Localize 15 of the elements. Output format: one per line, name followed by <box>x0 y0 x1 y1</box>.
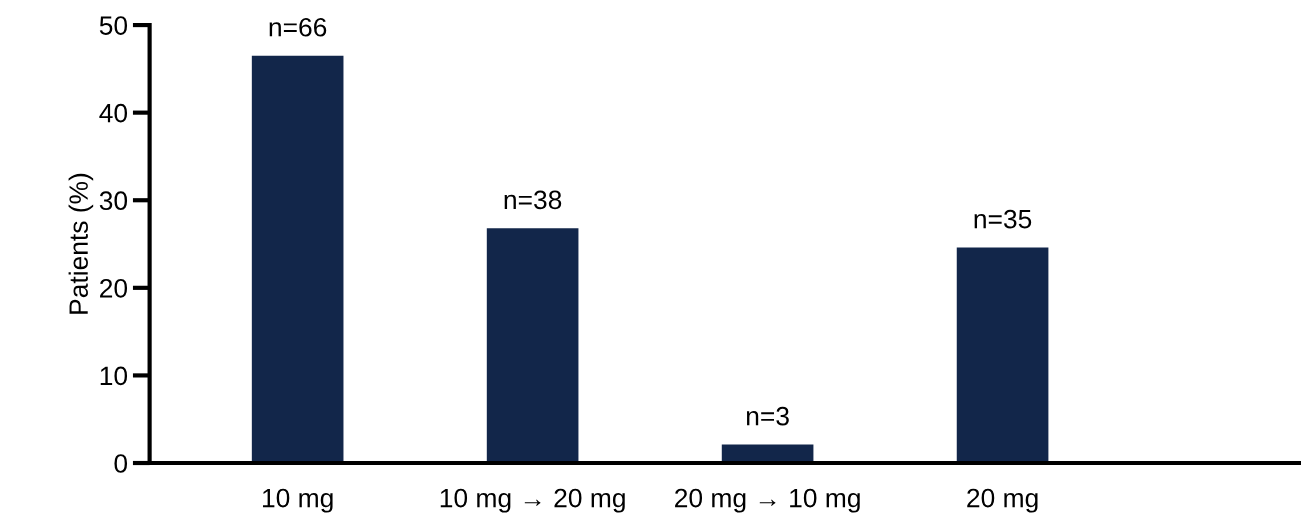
x-tick-label: 10 mg → 20 mg <box>440 488 625 513</box>
y-axis-title: Patients (%) <box>68 173 94 314</box>
annotation: n=66 <box>269 17 327 37</box>
y-tick-label: 20 <box>100 278 128 298</box>
x-tick-label: 20 mg → 10 mg <box>675 488 860 513</box>
y-tick-label: 0 <box>114 454 128 473</box>
annotation: n=3 <box>746 406 789 426</box>
x-tick-label: 10 mg <box>262 488 333 513</box>
y-tick-label: 10 <box>100 366 128 386</box>
x-tick-label: 20 mg <box>967 488 1038 513</box>
y-tick-label: 50 <box>99 16 128 35</box>
y-tick-label: 40 <box>99 103 128 123</box>
annotation: n=35 <box>974 209 1032 229</box>
y-tick-label: 30 <box>99 191 128 211</box>
annotation: n=38 <box>504 190 562 210</box>
